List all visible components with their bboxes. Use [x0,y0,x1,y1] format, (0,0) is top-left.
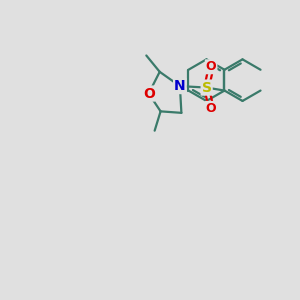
Text: N: N [174,79,186,93]
Text: S: S [202,81,212,94]
Text: O: O [206,60,216,73]
Text: O: O [206,102,216,115]
Text: O: O [143,86,154,100]
